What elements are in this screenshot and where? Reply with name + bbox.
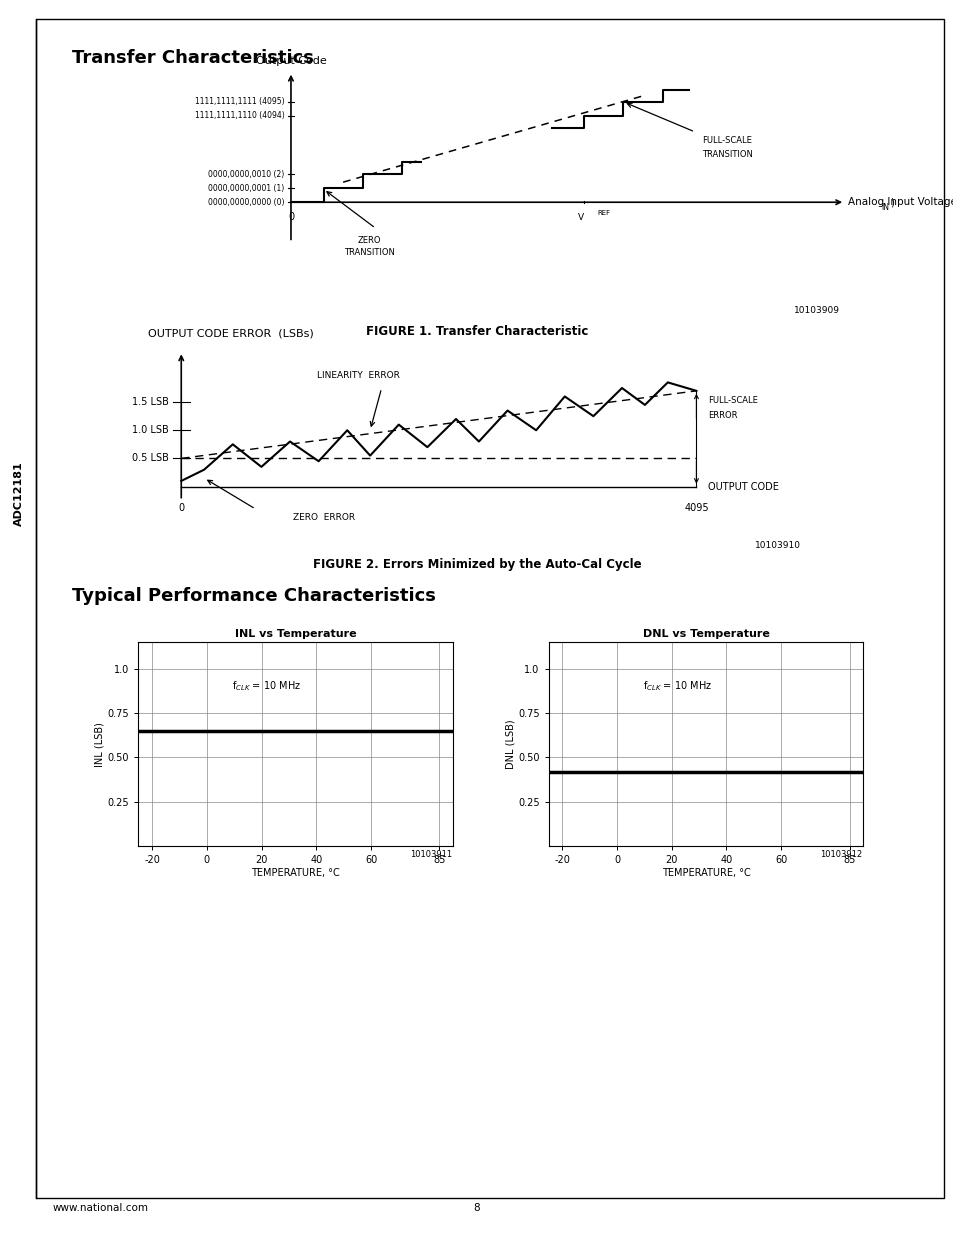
Text: REF: REF	[597, 210, 610, 216]
Text: OUTPUT CODE: OUTPUT CODE	[707, 482, 778, 492]
Text: 4095: 4095	[683, 504, 708, 514]
Text: FULL-SCALE: FULL-SCALE	[700, 136, 751, 144]
Text: 10103909: 10103909	[793, 306, 839, 315]
X-axis label: TEMPERATURE, °C: TEMPERATURE, °C	[660, 868, 750, 878]
Text: Output Code: Output Code	[255, 56, 326, 65]
Text: FULL-SCALE: FULL-SCALE	[707, 396, 757, 405]
Text: 10103911: 10103911	[410, 850, 452, 858]
Text: 8: 8	[474, 1203, 479, 1213]
Title: INL vs Temperature: INL vs Temperature	[234, 629, 356, 638]
Text: 10103910: 10103910	[755, 541, 801, 550]
Text: 1111,1111,1110 (4094): 1111,1111,1110 (4094)	[194, 111, 284, 121]
Text: ADC12181: ADC12181	[14, 462, 24, 526]
Text: f$_{CLK}$ = 10 MHz: f$_{CLK}$ = 10 MHz	[233, 679, 301, 693]
Y-axis label: DNL (LSB): DNL (LSB)	[504, 719, 515, 769]
Text: TRANSITION: TRANSITION	[700, 151, 752, 159]
Text: ZERO  ERROR: ZERO ERROR	[293, 513, 355, 522]
Text: LINEARITY  ERROR: LINEARITY ERROR	[317, 370, 399, 379]
Text: OUTPUT CODE ERROR  (LSBs): OUTPUT CODE ERROR (LSBs)	[148, 329, 314, 338]
X-axis label: TEMPERATURE, °C: TEMPERATURE, °C	[251, 868, 340, 878]
Text: www.national.com: www.national.com	[52, 1203, 149, 1213]
Text: Analog Input Voltage  (V: Analog Input Voltage (V	[847, 198, 953, 207]
Text: TRANSITION: TRANSITION	[343, 248, 395, 257]
Title: DNL vs Temperature: DNL vs Temperature	[642, 629, 768, 638]
Text: 1111,1111,1111 (4095): 1111,1111,1111 (4095)	[194, 98, 284, 106]
Text: 0.5 LSB: 0.5 LSB	[132, 453, 169, 463]
Text: FIGURE 2. Errors Minimized by the Auto-Cal Cycle: FIGURE 2. Errors Minimized by the Auto-C…	[313, 558, 640, 572]
Text: 0000,0000,0000 (0): 0000,0000,0000 (0)	[208, 198, 284, 206]
Text: 10103912: 10103912	[820, 850, 862, 858]
Text: 0: 0	[178, 504, 184, 514]
Text: 1.0 LSB: 1.0 LSB	[132, 425, 169, 435]
Text: V: V	[578, 214, 583, 222]
Text: 0: 0	[288, 212, 294, 222]
Text: 1.5 LSB: 1.5 LSB	[132, 398, 169, 408]
Text: Typical Performance Characteristics: Typical Performance Characteristics	[71, 587, 435, 605]
Text: IN: IN	[880, 203, 888, 211]
Text: ): )	[890, 198, 894, 207]
Text: 0000,0000,0001 (1): 0000,0000,0001 (1)	[208, 184, 284, 193]
Text: f$_{CLK}$ = 10 MHz: f$_{CLK}$ = 10 MHz	[642, 679, 711, 693]
Text: Transfer Characteristics: Transfer Characteristics	[71, 49, 314, 68]
Y-axis label: INL (LSB): INL (LSB)	[94, 721, 105, 767]
Text: 0000,0000,0010 (2): 0000,0000,0010 (2)	[208, 169, 284, 179]
Text: ERROR: ERROR	[707, 410, 737, 420]
Text: ZERO: ZERO	[357, 236, 380, 246]
Text: FIGURE 1. Transfer Characteristic: FIGURE 1. Transfer Characteristic	[365, 325, 588, 338]
